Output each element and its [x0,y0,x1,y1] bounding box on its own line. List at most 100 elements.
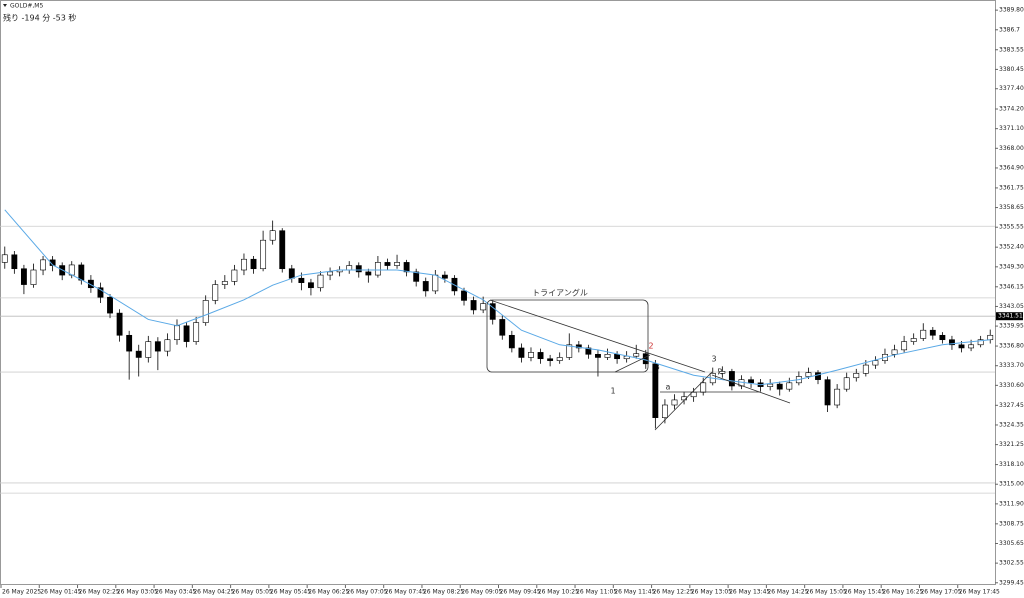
y-tick-label: 3389.80 [999,7,1024,14]
candle-body [834,388,841,406]
candle-body [518,347,525,358]
candle-body [862,364,869,374]
candle-body [403,262,410,273]
x-tick-label: 26 May 11:45 [614,589,655,596]
candle-body [920,329,927,339]
x-tick-label: 26 May 13:05 [691,589,732,596]
candle-body [489,303,496,320]
candle-body [107,296,113,314]
y-tick-label: 3355.55 [999,224,1024,231]
x-tick-label: 26 May 03:05 [117,589,158,596]
annotation: a [666,383,671,392]
x-tick-label: 26 May 01:45 [40,589,81,596]
trend-line [614,354,651,373]
y-tick-label: 3364.90 [999,164,1024,171]
moving-average [4,209,991,386]
candle-body [346,265,353,271]
candle-body [748,379,754,384]
current-price-box [996,312,1023,321]
candle-body [671,399,678,406]
candle-body [719,371,726,374]
candle-body [327,271,334,276]
candle-body [728,371,735,387]
candle-body [288,268,295,279]
candle-body [394,262,400,266]
candle-body [365,271,372,276]
y-tick-label: 3302.55 [999,560,1024,567]
candle-body [183,325,190,342]
x-tick-label: 26 May 09:05 [461,589,502,596]
y-tick-label: 3336.80 [999,343,1024,350]
candle-body [815,372,821,380]
triangle-box [486,299,649,373]
annotation: 2 [648,342,653,351]
y-tick-label: 3371.10 [999,125,1024,132]
candle-body [97,287,104,298]
annotation: トライアングル [532,288,588,298]
y-tick-label: 3327.45 [999,402,1024,409]
candle-body [441,274,448,279]
candle-body [786,382,793,390]
candle-body [939,334,946,341]
candle-body [508,334,515,349]
x-tick-label: 26 May 12:25 [653,589,694,596]
candle-body [193,322,200,342]
annotation: 1 [610,387,615,396]
candle-body [164,339,171,352]
candle-body [604,353,611,358]
candle-body [317,274,324,289]
candle-body [279,230,286,270]
x-tick-label: 26 May 16:25 [882,589,923,596]
candle-body [241,258,247,271]
candle-body [575,344,582,349]
candle-body [413,271,420,282]
x-tick-label: 26 May 06:25 [308,589,349,596]
candle-body [949,339,955,346]
x-tick-label: 26 May 04:25 [193,589,234,596]
candle-body [480,303,487,311]
y-tick-label: 3352.40 [999,244,1024,251]
trend-line [654,371,713,431]
drawings [486,299,791,431]
current-price-label: 3341.51 [998,313,1023,320]
candle-body [78,264,85,281]
y-tick-label: 3305.65 [999,540,1024,547]
candle-body [595,353,601,358]
y-tick-label: 3324.35 [999,421,1024,428]
candle-body [614,353,621,360]
candle-body [499,319,506,336]
candle-body [116,312,123,336]
candle-body [298,277,305,283]
annotation: 3 [711,355,716,364]
y-tick-label: 3339.95 [999,323,1024,330]
countdown: 残り -194 分 -53 秒 [3,13,76,23]
x-tick-label: 26 May 14:25 [767,589,808,596]
candle-body [154,341,161,352]
candle-body [11,254,18,270]
y-tick-label: 3386.7 [999,26,1020,33]
candle-body [422,281,429,292]
candle-body [805,372,812,377]
x-tick-label: 26 May 11:05 [576,589,617,596]
x-tick-label: 26 May 15:45 [844,589,885,596]
y-tick-label: 3299.45 [999,579,1024,586]
candle-body [30,269,37,285]
y-tick-label: 3318.10 [999,461,1024,468]
x-tick-label: 26 May 05:45 [270,589,311,596]
candle-body [87,279,94,289]
x-tick-label: 26 May 17:05 [920,589,961,596]
x-tick-label: 26 May 13:45 [729,589,770,596]
x-tick-label: 26 May 07:05 [346,589,387,596]
candle-body [547,358,554,361]
candle-body [470,300,477,311]
candle-body [374,262,381,276]
candle-body [221,281,228,285]
y-tick-label: 3380.45 [999,66,1024,73]
candle-body [20,268,27,285]
candle-body [355,265,362,273]
candle-body [585,347,592,355]
y-tick-label: 3377.40 [999,85,1024,92]
candle-body [231,269,238,282]
candle-body [461,290,467,301]
candle-body [910,338,917,342]
